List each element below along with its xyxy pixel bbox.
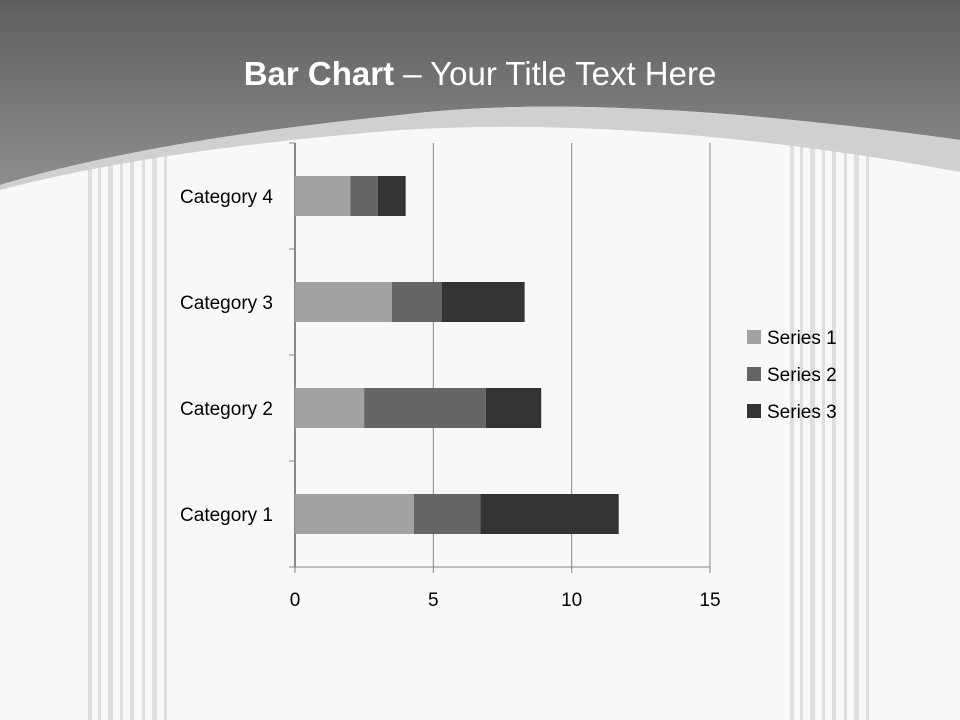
legend-label: Series 2 [767, 365, 837, 386]
category-label: Category 4 [180, 187, 273, 208]
category-label: Category 1 [180, 505, 273, 526]
title-rest: – Your Title Text Here [394, 55, 717, 92]
bar-category-1-series-3 [480, 494, 619, 534]
category-label: Category 2 [180, 399, 273, 420]
bar-category-3-series-1 [295, 282, 392, 322]
bar-category-2-series-1 [295, 388, 365, 428]
bar-category-4-series-2 [350, 176, 378, 216]
x-tick-label: 15 [699, 590, 720, 611]
right-column-decoration [790, 120, 869, 720]
left-column-decoration [88, 150, 167, 720]
slide-title: Bar Chart – Your Title Text Here [0, 55, 960, 93]
header-band [0, 0, 960, 185]
bar-category-3-series-3 [441, 282, 525, 322]
bar-category-2-series-2 [364, 388, 486, 428]
legend-label: Series 3 [767, 402, 837, 423]
legend-label: Series 1 [767, 328, 837, 349]
bar-category-1-series-2 [413, 494, 481, 534]
bar-category-2-series-3 [485, 388, 542, 428]
bar-category-1-series-1 [295, 494, 414, 534]
legend-swatch [747, 404, 761, 418]
x-tick-label: 5 [428, 590, 439, 611]
legend-swatch [747, 367, 761, 381]
category-label: Category 3 [180, 293, 273, 314]
title-bold: Bar Chart [243, 55, 395, 92]
x-tick-label: 0 [290, 590, 301, 611]
bar-category-3-series-2 [391, 282, 442, 322]
bar-category-4-series-1 [295, 176, 351, 216]
legend-swatch [747, 330, 761, 344]
x-tick-label: 10 [561, 590, 582, 611]
bar-category-4-series-3 [378, 176, 406, 216]
